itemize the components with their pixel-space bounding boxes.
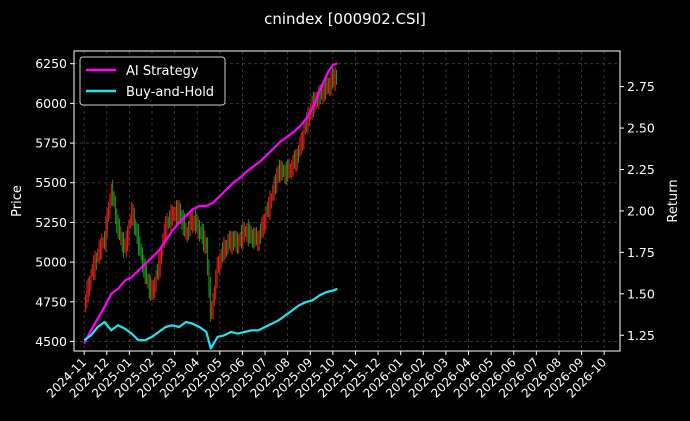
left-tick-label: 6250 (35, 56, 67, 71)
left-tick-label: 4750 (35, 294, 67, 309)
left-tick-label: 5250 (35, 215, 67, 230)
right-tick-label: 1.75 (627, 245, 655, 260)
legend-label-buy-and-hold: Buy-and-Hold (126, 85, 214, 100)
plot-frame (73, 50, 621, 352)
legend: AI Strategy Buy-and-Hold (79, 56, 226, 106)
left-y-axis: 4500 4750 5000 5250 5500 5750 6000 6250 (35, 56, 74, 349)
return-series (83, 62, 338, 350)
right-tick-label: 1.25 (627, 328, 655, 343)
right-tick-label: 2.50 (627, 121, 655, 136)
legend-label-ai-strategy: AI Strategy (126, 64, 199, 79)
left-tick-label: 5000 (35, 255, 67, 270)
right-y-axis: 1.25 1.50 1.75 2.00 2.25 2.50 2.75 (620, 79, 655, 343)
right-tick-label: 2.00 (627, 203, 655, 218)
left-tick-label: 5750 (35, 136, 67, 151)
legend-box (79, 56, 226, 106)
right-tick-label: 2.25 (627, 162, 655, 177)
left-tick-label: 4500 (35, 334, 67, 349)
series-line-buy-and-hold (83, 287, 338, 350)
left-axis-label: Price (10, 185, 25, 217)
right-axis-label: Return (666, 179, 681, 222)
left-tick-label: 5500 (35, 175, 67, 190)
right-tick-label: 1.50 (627, 286, 655, 301)
left-tick-label: 6000 (35, 96, 67, 111)
series-line-ai-strategy (83, 62, 338, 345)
chart-title: cnindex [000902.CSI] (264, 10, 426, 28)
right-tick-label: 2.75 (627, 79, 655, 94)
